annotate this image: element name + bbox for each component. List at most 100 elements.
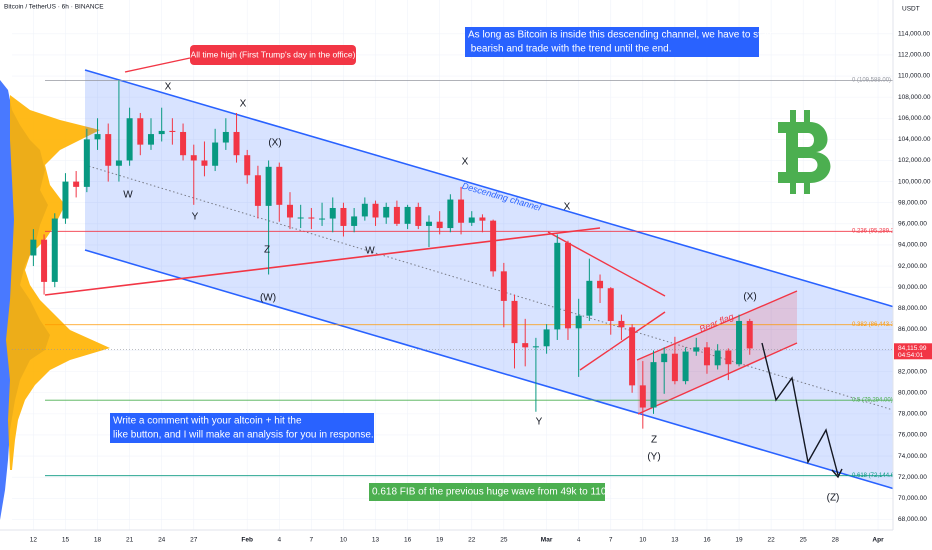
last-price-box bbox=[894, 343, 932, 360]
x-tick-label: 13 bbox=[671, 537, 679, 544]
y-tick-label: 94,000.00 bbox=[898, 242, 927, 249]
fib-level-label: 0.5 (79,294.00) bbox=[852, 397, 893, 403]
candle-body bbox=[73, 181, 80, 187]
candle-body bbox=[639, 385, 646, 408]
x-tick-label: 22 bbox=[767, 537, 775, 544]
fib-level-label: 0 (109,588.00) bbox=[852, 77, 891, 83]
candle-body bbox=[105, 134, 112, 166]
x-tick-label: 18 bbox=[94, 537, 102, 544]
candle-body bbox=[511, 300, 518, 344]
wave-label: (Y) bbox=[647, 452, 660, 463]
candle-body bbox=[30, 239, 37, 256]
candle-body bbox=[83, 139, 90, 187]
candle-body bbox=[650, 362, 657, 408]
candle-body bbox=[62, 181, 69, 219]
candle-body bbox=[372, 203, 379, 218]
candle-body bbox=[607, 288, 614, 321]
fib-level-label: 0.618 (72,144.62) bbox=[852, 473, 899, 479]
x-tick-label: 22 bbox=[468, 537, 476, 544]
comment-note: like button, and I will make an analysis… bbox=[113, 430, 374, 441]
y-tick-label: 78,000.00 bbox=[898, 411, 927, 418]
wave-label: X bbox=[462, 157, 469, 168]
wave-label: X bbox=[240, 99, 247, 110]
y-tick-label: 112,000.00 bbox=[898, 52, 930, 59]
x-tick-label: 15 bbox=[62, 537, 70, 544]
candle-body bbox=[233, 131, 240, 156]
y-tick-label: 106,000.00 bbox=[898, 115, 931, 122]
candle-body bbox=[629, 327, 636, 386]
candle-body bbox=[415, 206, 422, 226]
wave-label: W bbox=[365, 246, 375, 257]
candle-body bbox=[543, 329, 550, 347]
countdown: 04:54:01 bbox=[898, 352, 924, 359]
fib-levels: 0 (109,588.00) 0.236 (95,289.23) 0.382 (86… bbox=[12, 77, 899, 479]
wave-label: Y bbox=[536, 417, 543, 428]
candle-body bbox=[447, 199, 454, 229]
candle-body bbox=[147, 134, 154, 145]
comment-box bbox=[110, 413, 374, 443]
wave-label: X bbox=[165, 82, 172, 93]
price-axis bbox=[893, 0, 932, 550]
candle-body bbox=[490, 220, 497, 272]
fib-level-label: 0.382 (86,443.38) bbox=[852, 322, 899, 328]
channel-top bbox=[84, 69, 932, 319]
candle-body bbox=[597, 280, 604, 289]
candle-body bbox=[404, 206, 411, 224]
x-tick-label: 7 bbox=[310, 537, 314, 544]
x-tick-label: 24 bbox=[158, 537, 166, 544]
wave-label: (Z) bbox=[827, 493, 840, 504]
x-tick-label: 21 bbox=[126, 537, 134, 544]
x-tick-label: 28 bbox=[832, 537, 840, 544]
ath-pointer bbox=[124, 57, 191, 73]
candle-body bbox=[286, 204, 293, 218]
candle-body bbox=[736, 320, 743, 365]
x-tick-label: 10 bbox=[340, 537, 348, 544]
flag-bottom bbox=[637, 342, 798, 415]
x-tick-label: 7 bbox=[609, 537, 613, 544]
wave-label: X bbox=[564, 202, 571, 213]
candle-body bbox=[746, 320, 753, 349]
candles bbox=[30, 80, 753, 429]
fib-level-label: 0.236 (95,289.23) bbox=[852, 228, 899, 234]
descending-channel bbox=[85, 70, 932, 500]
wave-label: (X) bbox=[743, 292, 756, 303]
candle-body bbox=[351, 216, 358, 226]
candle-body bbox=[554, 242, 561, 330]
candle-body bbox=[297, 217, 304, 219]
y-tick-label: 100,000.00 bbox=[898, 178, 931, 185]
candle-body bbox=[190, 155, 197, 161]
y-tick-label: 86,000.00 bbox=[898, 326, 927, 333]
last-price-label: 84,115.99 bbox=[898, 345, 927, 352]
wave-label: Z bbox=[651, 435, 657, 446]
candle-body bbox=[254, 175, 261, 206]
wave-label: W bbox=[123, 190, 133, 201]
candle-body bbox=[115, 160, 122, 166]
candle-body bbox=[436, 221, 443, 229]
x-tick-label: 27 bbox=[190, 537, 198, 544]
x-tick-label: 19 bbox=[735, 537, 743, 544]
candle-body bbox=[661, 353, 668, 363]
candle-body bbox=[682, 351, 689, 382]
y-tick-label: 88,000.00 bbox=[898, 305, 927, 312]
wave-label: Z bbox=[264, 245, 270, 256]
bitcoin-logo bbox=[778, 110, 831, 194]
candle-body bbox=[703, 347, 710, 366]
grid bbox=[12, 0, 893, 530]
ath-note: All time high (First Trump's day in the … bbox=[191, 49, 356, 59]
candle-body bbox=[329, 207, 336, 219]
candle-body bbox=[425, 221, 432, 226]
flag-top bbox=[636, 290, 798, 361]
y-tick-label: 108,000.00 bbox=[898, 94, 931, 101]
y-tick-label: 114,000.00 bbox=[898, 31, 930, 38]
wave-label: (X) bbox=[268, 138, 281, 149]
x-tick-label: 16 bbox=[703, 537, 711, 544]
x-tick-label: 12 bbox=[30, 537, 38, 544]
candle-body bbox=[564, 242, 571, 329]
candle-body bbox=[126, 118, 133, 161]
y-tick-label: 74,000.00 bbox=[898, 453, 927, 460]
ath-box bbox=[190, 45, 356, 65]
y-tick-label: 96,000.00 bbox=[898, 221, 927, 228]
candle-body bbox=[725, 350, 732, 365]
